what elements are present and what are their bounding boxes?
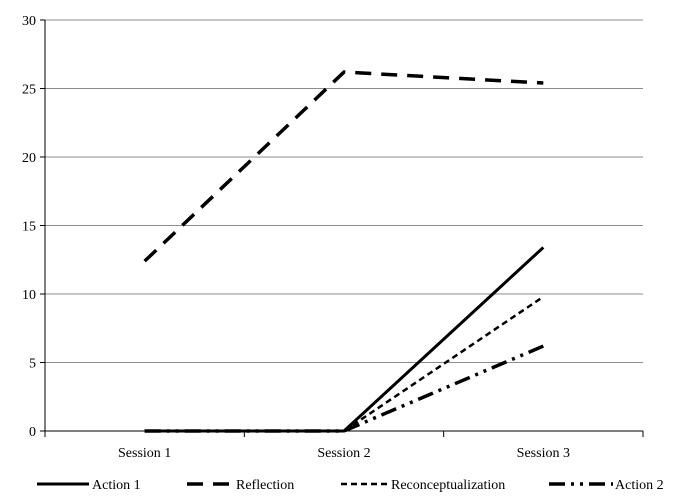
y-tick-label: 5 xyxy=(29,357,36,372)
x-axis: Session 1 Session 2 Session 3 xyxy=(44,430,644,461)
legend-label: Reconceptualization xyxy=(391,478,505,493)
series-line-action-1 xyxy=(144,246,545,433)
series-line-action-2 xyxy=(144,344,545,433)
x-tick-label: Session 2 xyxy=(317,446,370,461)
series-line-reconceptualization xyxy=(144,295,545,433)
x-tick-label: Session 3 xyxy=(517,446,570,461)
legend-label: Action 2 xyxy=(615,478,664,493)
legend: Action 1 Reflection Reconceptualization Act… xyxy=(37,478,664,493)
y-tick-label: 25 xyxy=(22,83,36,98)
y-axis: 0 5 10 15 20 25 30 xyxy=(22,14,46,440)
y-tick-label: 10 xyxy=(22,288,36,303)
x-tick-label: Session 1 xyxy=(118,446,171,461)
y-tick-label: 0 xyxy=(29,425,36,440)
gridlines xyxy=(45,19,643,363)
legend-label: Reflection xyxy=(236,478,294,493)
series-lines xyxy=(143,70,545,433)
y-tick-label: 15 xyxy=(22,220,36,235)
y-tick-label: 20 xyxy=(22,151,36,166)
legend-label: Action 1 xyxy=(92,478,141,493)
y-tick-label: 30 xyxy=(22,14,36,29)
series-line-reflection xyxy=(143,70,544,263)
